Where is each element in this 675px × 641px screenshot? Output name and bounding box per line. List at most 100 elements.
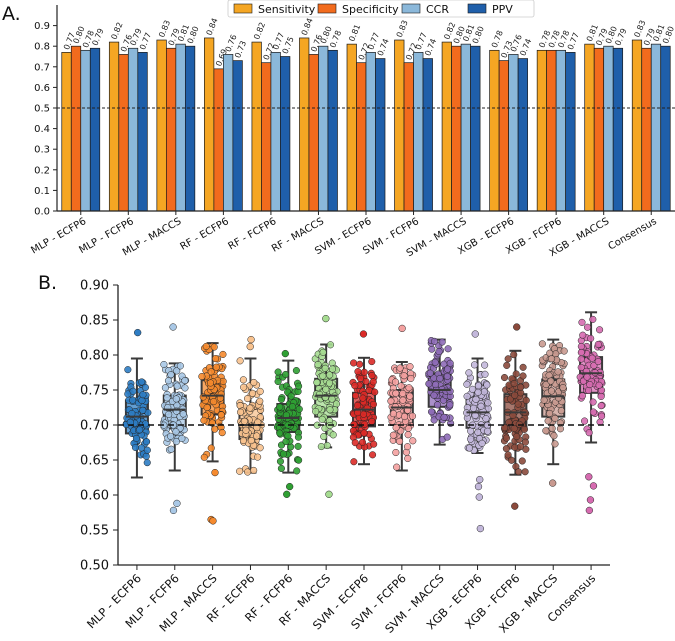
data-point [547, 377, 555, 385]
data-point [323, 442, 331, 450]
data-point [514, 468, 523, 476]
data-point [200, 453, 208, 461]
y-tick-label: 0.7 [34, 62, 50, 73]
data-point [369, 451, 377, 459]
data-point [242, 426, 250, 434]
y-tick-label: 0.6 [34, 83, 50, 94]
data-point [436, 374, 444, 383]
data-point [240, 417, 248, 425]
data-point [250, 466, 258, 474]
data-point [250, 378, 258, 387]
data-point [577, 342, 585, 350]
data-point [160, 360, 168, 369]
data-point [517, 383, 525, 391]
bar-ccr-consensus [650, 43, 662, 212]
bar-ppv-xgb-ecfp6 [517, 58, 528, 212]
data-point [319, 348, 327, 356]
outlier-point [247, 335, 255, 344]
data-point [557, 407, 565, 415]
outlier-point [511, 502, 519, 510]
data-point [401, 413, 409, 421]
data-point [141, 420, 149, 428]
data-point [280, 450, 288, 458]
data-point [353, 401, 362, 409]
data-point [478, 439, 486, 447]
data-point [387, 397, 395, 405]
data-point [595, 381, 603, 389]
data-point [463, 392, 471, 400]
data-point [287, 392, 295, 400]
data-point [210, 398, 218, 406]
data-point [511, 391, 519, 399]
bar-ccr-mlp-fcfp6 [127, 47, 139, 212]
box-group-mlp-maccs [198, 342, 227, 525]
data-point [247, 437, 255, 445]
box-group-rf-ecfp6 [236, 335, 265, 476]
data-point [583, 323, 592, 331]
bar-ccr-svm-fcfp6 [413, 52, 424, 212]
data-point [139, 406, 147, 414]
data-point [427, 408, 436, 416]
data-point [446, 359, 454, 367]
data-point [542, 381, 550, 389]
outlier-point [169, 506, 178, 515]
data-point [181, 384, 189, 392]
data-point [143, 446, 151, 454]
data-point [594, 340, 602, 348]
data-point [237, 408, 245, 416]
bar-sensitivity-xgb-fcfp6 [536, 49, 548, 212]
bar-sensitivity-rf-fcfp6 [251, 41, 262, 212]
data-point [275, 415, 283, 423]
outlier-point [398, 324, 406, 333]
bar-ppv-xgb-maccs [612, 47, 624, 212]
data-point [579, 331, 587, 339]
data-point [589, 408, 597, 416]
data-point [203, 404, 211, 412]
bar-sensitivity-svm-ecfp6 [346, 43, 357, 212]
box-group-rf-fcfp6 [273, 349, 303, 498]
data-point [428, 345, 436, 353]
data-point [239, 436, 247, 445]
box-group-mlp-ecfp6 [122, 328, 152, 479]
outlier-point [169, 323, 177, 331]
data-point [179, 410, 187, 418]
bar-ccr-xgb-maccs [603, 45, 614, 212]
data-point [501, 424, 509, 432]
data-point [399, 389, 407, 397]
bar-value-label: 0.84 [300, 17, 315, 37]
data-point [292, 366, 300, 375]
box-group-rf-maccs [311, 314, 341, 498]
bar-value-label: 0.83 [395, 19, 410, 39]
data-point [240, 383, 248, 391]
outlier-point [585, 506, 594, 515]
legend-label-ccr: CCR [426, 3, 449, 16]
outlier-point [209, 517, 217, 525]
data-point [211, 425, 219, 433]
data-point [481, 370, 489, 378]
data-point [484, 399, 492, 407]
data-point [176, 362, 184, 370]
data-point [392, 424, 400, 432]
data-point [248, 389, 257, 397]
data-point [440, 413, 448, 421]
box-group-consensus [576, 311, 606, 515]
data-point [256, 397, 264, 405]
data-point [351, 392, 360, 400]
bar-ppv-svm-ecfp6 [375, 58, 386, 212]
bar-specificity-svm-fcfp6 [403, 62, 414, 212]
data-point [256, 444, 264, 452]
data-point [350, 458, 358, 466]
data-point [444, 365, 452, 373]
bar-sensitivity-svm-fcfp6 [394, 39, 405, 212]
bar-ppv-rf-maccs [327, 49, 338, 212]
data-point [202, 342, 210, 350]
data-point [131, 443, 140, 452]
y-tick-label: 0.3 [34, 145, 50, 156]
y-tick-label: 0.5 [34, 104, 50, 115]
data-point [321, 364, 329, 372]
data-point [500, 373, 509, 382]
legend-label-sensitivity: Sensitivity [258, 3, 316, 16]
bar-specificity-rf-maccs [308, 54, 319, 212]
outlier-point [246, 342, 254, 351]
